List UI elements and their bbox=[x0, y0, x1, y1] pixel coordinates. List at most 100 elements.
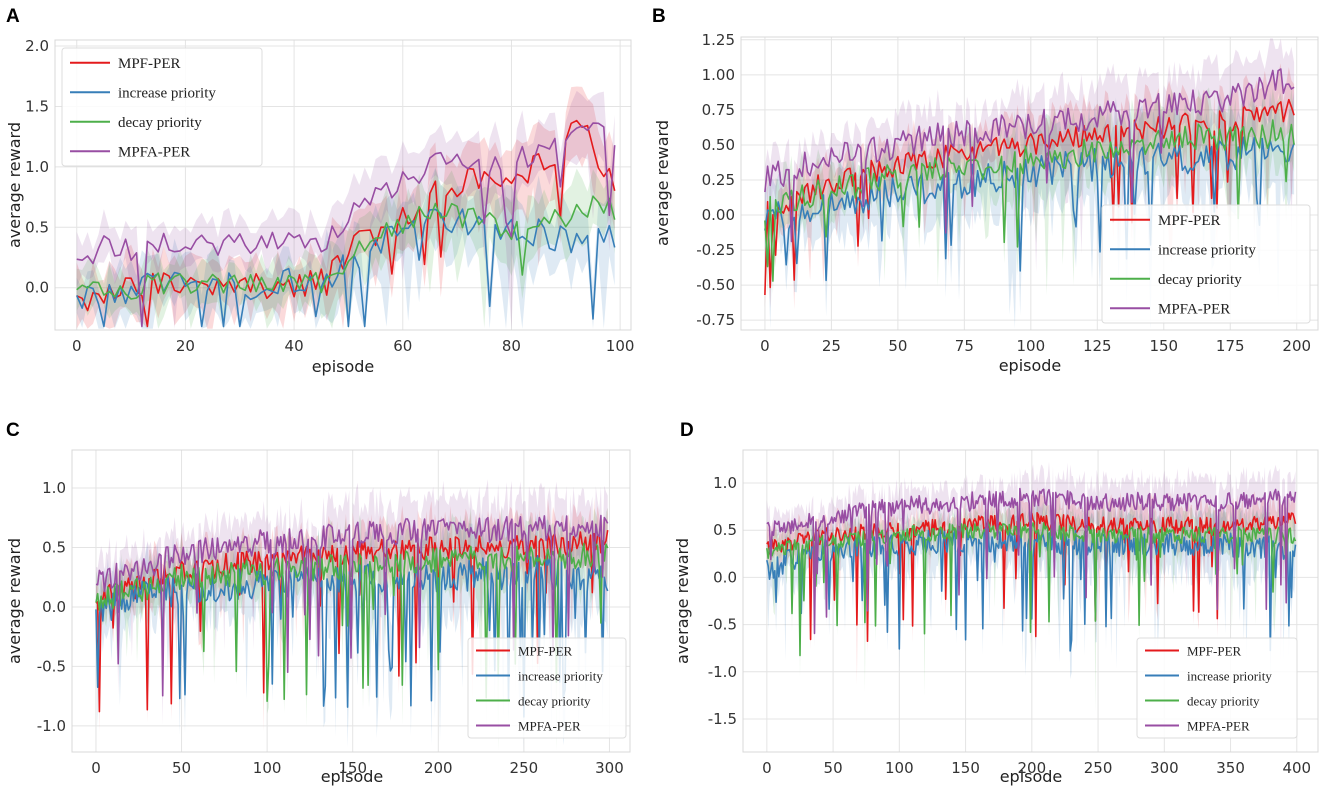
panel-d-series-group bbox=[766, 461, 1297, 712]
panel-c-x-tick-label: 250 bbox=[510, 759, 539, 777]
panel-d-legend-box bbox=[1136, 637, 1298, 739]
panel-a-y-grid bbox=[55, 45, 631, 289]
panel-a-legend-label-increase-priority: increase priority bbox=[118, 85, 216, 101]
panel-a-line-mpf-per bbox=[76, 119, 616, 328]
panel-a-x-tick-label: 80 bbox=[502, 337, 521, 355]
panel-c-x-axis-label: episode bbox=[321, 767, 384, 786]
panel-b-y-tick-label: 0.75 bbox=[702, 101, 735, 119]
panel-a-x-tick-label: 40 bbox=[285, 337, 304, 355]
panel-d-legend-label-mpfa-per: MPFA-PER bbox=[1187, 719, 1250, 734]
panel-c-x-tick-label: 0 bbox=[91, 759, 101, 777]
panel-a-x-tick-label: 0 bbox=[72, 337, 82, 355]
panel-b-x-tick-label: 125 bbox=[1083, 337, 1112, 355]
panel-b-y-tick-label: -0.25 bbox=[696, 241, 735, 259]
panel-d-x-tick-label: 100 bbox=[885, 759, 914, 777]
panel-b-y-axis-label: average reward bbox=[653, 120, 672, 246]
panel-b-y-tick-label: 0.50 bbox=[702, 136, 735, 154]
panel-c-legend: MPF-PER increase priority decay priority MP… bbox=[467, 637, 627, 739]
panel-d-x-tick-label: 400 bbox=[1282, 759, 1311, 777]
panel-c-y-tick-label: -1.0 bbox=[37, 717, 66, 735]
panel-d-x-tick-label: 350 bbox=[1216, 759, 1245, 777]
panel-c-y-tick-label: 1.0 bbox=[42, 479, 66, 497]
panel-c-y-axis-label: average reward bbox=[5, 538, 24, 664]
panel-b-frame bbox=[740, 36, 1319, 331]
panel-a-x-axis-label: episode bbox=[312, 357, 375, 376]
panel-c-series-group bbox=[95, 479, 609, 751]
panel-c-x-tick-label: 50 bbox=[172, 759, 191, 777]
panel-b: B 0 25 50 75 100 125 150 175 200 -0.75 -0.50 -0.25 0… bbox=[652, 6, 1319, 375]
panel-c: C 0 50 100 150 200 250 300 -1.0 -0.5 0.0 0.5 1.0 epi… bbox=[5, 420, 631, 786]
panel-c-y-tick-label: -0.5 bbox=[37, 657, 66, 675]
panel-b-legend-label-mpf-per: MPF-PER bbox=[1158, 213, 1221, 229]
panel-letter-a: A bbox=[6, 6, 20, 27]
panel-a-band-decay-priority bbox=[76, 168, 615, 329]
panel-a-band-increase-priority bbox=[76, 167, 615, 329]
panel-c-x-tick-label: 300 bbox=[595, 759, 624, 777]
panel-d-x-tick-label: 200 bbox=[1018, 759, 1047, 777]
panel-a-x-tick-label: 100 bbox=[606, 337, 635, 355]
panel-d-line-decay-priority bbox=[766, 521, 1297, 657]
panel-c-x-tick-label: 100 bbox=[253, 759, 282, 777]
panel-b-x-tick-label: 200 bbox=[1282, 337, 1311, 355]
panel-b-legend: MPF-PER increase priority decay priority MP… bbox=[1101, 204, 1311, 324]
panel-a-y-tick-label: 0.5 bbox=[25, 218, 49, 236]
panel-a: A 0 20 40 60 80 100 0.0 0.5 1.0 1.5 2.0 episode aver… bbox=[5, 6, 634, 376]
panel-b-y-tick-label: -0.75 bbox=[696, 311, 735, 329]
panel-b-band-mpf-per bbox=[764, 63, 1295, 310]
panel-d-y-tick-label: 0.0 bbox=[713, 568, 737, 586]
panel-c-legend-label-increase-priority: increase priority bbox=[518, 669, 603, 684]
panel-d-legend-label-increase-priority: increase priority bbox=[1187, 669, 1272, 684]
panel-a-x-tick-label: 20 bbox=[176, 337, 195, 355]
panel-a-legend-label-mpfa-per: MPFA-PER bbox=[118, 144, 190, 160]
panel-b-series-group bbox=[764, 38, 1295, 329]
panel-d-y-tick-label: -1.0 bbox=[708, 663, 737, 681]
panel-b-legend-label-increase-priority: increase priority bbox=[1158, 242, 1256, 258]
panel-b-legend-label-decay-priority: decay priority bbox=[1158, 272, 1242, 288]
panel-a-legend-label-decay-priority: decay priority bbox=[118, 115, 202, 131]
panel-d-frame bbox=[742, 449, 1319, 753]
panel-a-line-mpfa-per bbox=[76, 122, 616, 328]
panel-d-y-tick-label: -1.5 bbox=[708, 710, 737, 728]
panel-a-line-decay-priority bbox=[76, 195, 616, 300]
panel-b-x-tick-label: 175 bbox=[1216, 337, 1245, 355]
panel-a-y-axis-label: average reward bbox=[5, 122, 24, 248]
panel-letter-c: C bbox=[6, 420, 20, 441]
panel-c-y-tick-label: 0.5 bbox=[42, 538, 66, 556]
panel-b-x-tick-label: 0 bbox=[760, 337, 770, 355]
panel-b-y-tick-label: -0.50 bbox=[696, 276, 735, 294]
panel-d-y-axis-label: average reward bbox=[673, 538, 692, 664]
panel-b-line-increase-priority bbox=[764, 136, 1295, 282]
panel-a-legend-box bbox=[61, 47, 263, 167]
panel-a-legend-label-mpf-per: MPF-PER bbox=[118, 56, 181, 72]
panel-d-x-tick-label: 250 bbox=[1084, 759, 1113, 777]
panel-c-frame bbox=[71, 449, 631, 753]
panel-a-y-tick-label: 0.0 bbox=[25, 279, 49, 297]
panel-b-x-tick-label: 150 bbox=[1149, 337, 1178, 355]
panel-c-legend-label-mpf-per: MPF-PER bbox=[518, 644, 573, 659]
panel-c-legend-label-mpfa-per: MPFA-PER bbox=[518, 719, 581, 734]
panel-d-x-tick-label: 0 bbox=[762, 759, 772, 777]
panel-d-legend: MPF-PER increase priority decay priority MP… bbox=[1136, 637, 1298, 739]
panel-b-line-decay-priority bbox=[764, 119, 1295, 282]
panel-b-y-tick-label: 0.00 bbox=[702, 206, 735, 224]
panel-d-x-axis-label: episode bbox=[1000, 767, 1063, 786]
panel-b-x-tick-label: 75 bbox=[955, 337, 974, 355]
panel-d-y-tick-label: 0.5 bbox=[713, 521, 737, 539]
panel-d-x-tick-label: 50 bbox=[824, 759, 843, 777]
panel-d-x-tick-label: 300 bbox=[1150, 759, 1179, 777]
panel-a-y-tick-label: 1.0 bbox=[25, 158, 49, 176]
panel-b-x-tick-label: 25 bbox=[822, 337, 841, 355]
panel-b-x-axis-label: episode bbox=[999, 356, 1062, 375]
panel-a-series-group bbox=[75, 86, 616, 329]
panel-a-band-mpfa-per bbox=[76, 90, 615, 329]
panel-d-x-tick-label: 150 bbox=[951, 759, 980, 777]
panel-d-band-mpfa-per bbox=[766, 461, 1296, 664]
panel-b-y-tick-label: 0.25 bbox=[702, 171, 735, 189]
panel-d-line-mpfa-per bbox=[766, 487, 1297, 635]
panel-a-y-tick-label: 2.0 bbox=[25, 37, 49, 55]
panel-b-line-mpfa-per bbox=[764, 68, 1295, 243]
panel-c-x-tick-label: 150 bbox=[338, 759, 367, 777]
panel-b-band-mpfa-per bbox=[764, 38, 1295, 272]
panel-letter-d: D bbox=[680, 420, 694, 441]
